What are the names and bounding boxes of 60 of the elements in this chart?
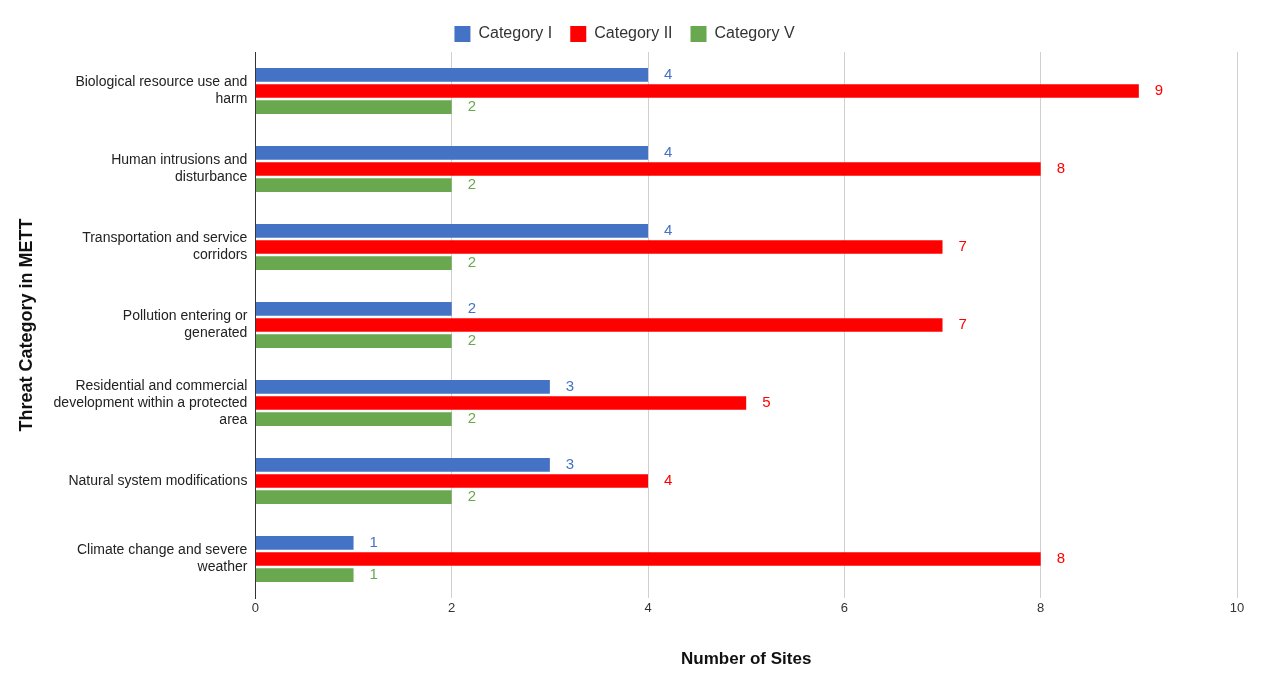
- data-label: 4: [664, 221, 673, 239]
- y-tick-label: Natural system modifications: [68, 471, 248, 488]
- data-label: 8: [1056, 159, 1066, 177]
- data-label: 2: [467, 409, 477, 427]
- y-axis-title: Threat Category in METT: [15, 218, 36, 432]
- data-label: 4: [664, 471, 673, 489]
- bar: [255, 178, 452, 192]
- bar: [255, 162, 1041, 176]
- bar: [255, 490, 452, 504]
- x-tick-label: 6: [840, 600, 848, 616]
- data-label: 2: [467, 97, 477, 115]
- data-label: 7: [958, 237, 967, 255]
- bar: [255, 68, 649, 82]
- legend-label: Category II: [594, 24, 673, 42]
- bar: [255, 536, 354, 550]
- bar: [255, 380, 550, 394]
- data-label: 2: [467, 487, 477, 505]
- bar: [255, 396, 747, 410]
- bar: [255, 474, 649, 488]
- data-label: 2: [467, 175, 477, 193]
- x-tick-label: 8: [1037, 600, 1045, 616]
- bar: [255, 256, 452, 270]
- data-label: 2: [467, 299, 477, 317]
- data-label: 4: [664, 143, 673, 161]
- data-label: 4: [664, 65, 673, 83]
- data-label: 9: [1154, 81, 1164, 99]
- data-label: 2: [467, 253, 477, 271]
- x-tick-label: 10: [1229, 600, 1245, 616]
- data-label: 3: [565, 377, 575, 395]
- bar: [255, 84, 1139, 98]
- y-tick-label: Pollution entering or generated: [122, 307, 248, 341]
- y-tick-label: Climate change and severe weather: [76, 541, 248, 575]
- data-label: 1: [369, 565, 378, 583]
- data-label: 2: [467, 331, 477, 349]
- y-tick-label: Human intrusions and disturbance: [111, 151, 248, 185]
- x-axis-title: Number of Sites: [681, 649, 812, 669]
- data-label: 8: [1056, 549, 1066, 567]
- data-label: 1: [369, 533, 378, 551]
- legend-label: Category I: [478, 24, 553, 42]
- bar: [255, 334, 452, 348]
- bar: [255, 552, 1041, 566]
- bar: [255, 240, 943, 254]
- y-tick-label: Residential and commercial development within a protected area: [53, 377, 248, 427]
- x-tick-label: 2: [448, 600, 456, 616]
- bar: [255, 224, 649, 238]
- data-label: 7: [958, 315, 967, 333]
- y-tick-label: Transportation and service corridors: [82, 229, 248, 263]
- bar: [255, 412, 452, 426]
- bar: [255, 318, 943, 332]
- bar: [255, 458, 550, 472]
- bar: [255, 100, 452, 114]
- bar: [255, 146, 649, 160]
- x-tick-label: 4: [644, 600, 652, 616]
- legend-label: Category V: [714, 24, 795, 42]
- y-tick-label: Biological resource use and harm: [75, 73, 248, 107]
- bar: [255, 568, 354, 582]
- data-label: 3: [565, 455, 575, 473]
- bar: [255, 302, 452, 316]
- data-label: 5: [762, 393, 771, 411]
- x-tick-label: 0: [251, 600, 259, 616]
